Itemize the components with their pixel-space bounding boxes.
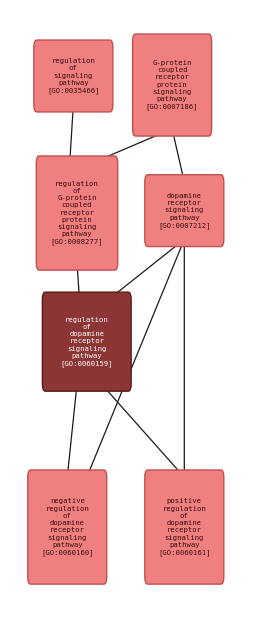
Text: regulation
of
signaling
pathway
[GO:0035466]: regulation of signaling pathway [GO:0035… xyxy=(47,58,100,94)
Text: negative
regulation
of
dopamine
receptor
signaling
pathway
[GO:0060160]: negative regulation of dopamine receptor… xyxy=(41,498,93,556)
FancyBboxPatch shape xyxy=(145,470,224,584)
FancyBboxPatch shape xyxy=(42,292,131,391)
Text: G-protein
coupled
receptor
protein
signaling
pathway
[GO:0007186]: G-protein coupled receptor protein signa… xyxy=(146,60,198,110)
FancyBboxPatch shape xyxy=(34,40,113,112)
FancyBboxPatch shape xyxy=(133,34,212,136)
Text: regulation
of
G-protein
coupled
receptor
protein
signaling
pathway
[GO:0008277]: regulation of G-protein coupled receptor… xyxy=(51,181,103,245)
Text: regulation
of
dopamine
receptor
signaling
pathway
[GO:0060159]: regulation of dopamine receptor signalin… xyxy=(60,316,113,367)
FancyBboxPatch shape xyxy=(28,470,107,584)
Text: positive
regulation
of
dopamine
receptor
signaling
pathway
[GO:0060161]: positive regulation of dopamine receptor… xyxy=(158,498,211,556)
Text: dopamine
receptor
signaling
pathway
[GO:0007212]: dopamine receptor signaling pathway [GO:… xyxy=(158,192,211,228)
FancyBboxPatch shape xyxy=(145,175,224,247)
FancyBboxPatch shape xyxy=(36,156,118,270)
